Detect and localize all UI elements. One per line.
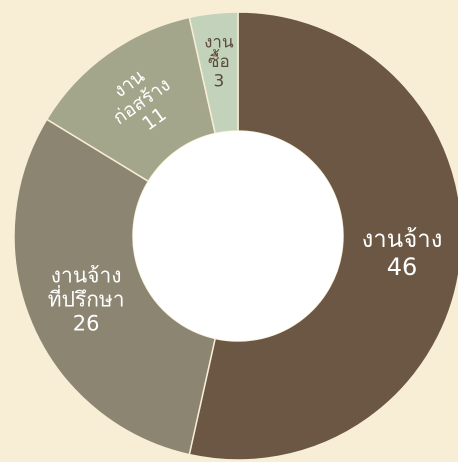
- value-label: 3: [213, 72, 224, 92]
- category-label: ซื้อ: [208, 49, 230, 72]
- category-label: งานจ้าง: [362, 225, 443, 253]
- category-label: งาน: [204, 32, 234, 52]
- value-label: 26: [73, 312, 100, 336]
- category-label: งานจ้าง: [51, 263, 122, 287]
- donut-hole: [133, 131, 343, 341]
- value-label: 46: [387, 253, 418, 281]
- category-label: ที่ปรึกษา: [48, 285, 125, 312]
